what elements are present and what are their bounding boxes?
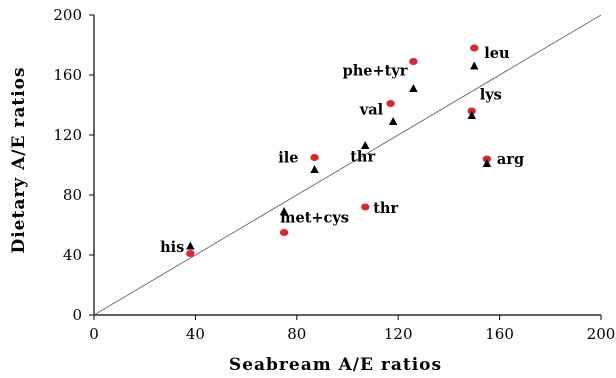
x-tick-label: 80 (287, 325, 306, 343)
triangle-point (467, 111, 476, 119)
point-label: thr (373, 200, 398, 217)
tick-labels: 0 40 80 120 160 200 0 40 80 120 160 200 (53, 6, 615, 343)
point-label: met+cys (280, 210, 349, 227)
x-tick-label: 200 (587, 325, 616, 343)
x-axis-title: Seabream A/E ratios (229, 355, 442, 375)
circle-point (386, 100, 395, 107)
circle-point (310, 154, 319, 161)
triangle-point (310, 165, 319, 173)
point-label: ile (278, 150, 298, 167)
y-axis-title: Dietary A/E ratios (9, 66, 29, 253)
triangle-point (482, 159, 492, 167)
circle-point (409, 58, 418, 65)
point-label: val (359, 102, 384, 119)
y-tick-label: 160 (53, 66, 82, 84)
circle-point (279, 229, 289, 236)
circle-point (470, 44, 479, 52)
x-tick-label: 0 (89, 325, 99, 343)
y-tick-label: 0 (72, 306, 82, 324)
point-label: arg (497, 151, 524, 168)
circle-point (361, 203, 370, 211)
x-tick-label: 40 (186, 325, 205, 343)
triangle-point (409, 84, 418, 92)
point-label: leu (484, 45, 510, 62)
circle-point (467, 107, 476, 115)
triangle-point (186, 241, 195, 250)
y-tick-label: 120 (53, 126, 82, 144)
y-tick-label: 40 (63, 246, 82, 264)
point-label: his (160, 239, 184, 256)
triangle-point (470, 61, 479, 70)
triangle-point (279, 207, 289, 215)
data-points (186, 44, 492, 257)
circle-point (186, 250, 195, 257)
triangle-point (360, 141, 370, 149)
triangle-point (388, 117, 398, 125)
point-label: lys (480, 87, 502, 104)
y-tick-label: 200 (53, 6, 82, 24)
y-tick-label: 80 (63, 186, 82, 204)
point-labels: ile thr arg his met+cys thr val phe+tyr lys leu (160, 45, 524, 256)
x-tick-label: 160 (485, 325, 514, 343)
identity-line (93, 14, 602, 316)
axes (89, 14, 602, 320)
point-label: thr (350, 149, 375, 166)
point-label: phe+tyr (343, 63, 408, 80)
x-tick-label: 120 (384, 325, 413, 343)
